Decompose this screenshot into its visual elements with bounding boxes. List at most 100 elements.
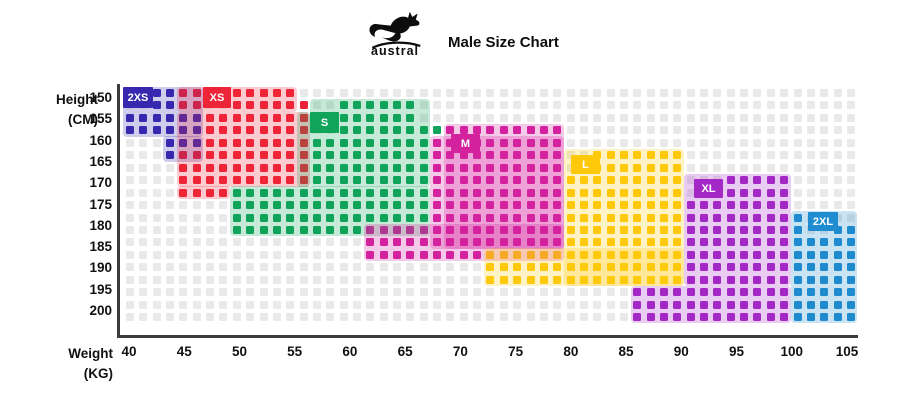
grid-square [579,101,588,110]
size-square [700,300,709,309]
grid-square [219,263,228,272]
grid-square [673,101,682,110]
size-square [833,300,842,309]
grid-square [619,288,628,297]
size-square [486,225,495,234]
size-square [726,213,735,222]
grid-square [393,300,401,309]
size-square [272,213,281,222]
size-square [406,126,415,135]
size-square [673,151,682,160]
grid-square [806,89,815,97]
size-square [246,101,255,110]
size-square [166,126,175,135]
grid-square [206,213,215,222]
size-square [486,263,495,272]
size-square [660,201,668,210]
grid-square [419,313,428,322]
grid-square [339,313,348,322]
grid-square [593,138,602,147]
grid-square [126,213,134,222]
height-tick: 175 [89,196,112,212]
size-square [526,163,535,172]
size-square [433,151,442,160]
weight-tick: 40 [121,344,137,359]
size-square [419,238,428,247]
grid-square [433,89,442,97]
size-region-tint-s [296,111,311,187]
size-square [553,188,562,197]
grid-square [246,275,255,284]
grid-square [619,300,628,309]
size-square [633,201,642,210]
size-square [473,250,482,259]
grid-square [846,213,855,222]
size-square [272,126,281,135]
weight-tick: 95 [729,344,745,359]
size-square [526,201,535,210]
grid-square [753,101,762,110]
grid-square [286,300,295,309]
size-square [206,188,215,197]
grid-square [152,138,161,147]
size-square [846,300,855,309]
grid-square [806,101,815,110]
grid-square [593,101,602,110]
size-square [753,288,762,297]
grid-square [352,288,361,297]
grid-square [806,188,815,197]
grid-square [700,163,709,172]
size-square [513,213,522,222]
size-square [272,188,281,197]
grid-square [166,201,175,210]
size-square [366,163,375,172]
grid-square [473,288,482,297]
size-square [192,163,201,172]
size-square [820,313,829,322]
size-square [513,238,522,247]
grid-square [793,89,802,97]
grid-square [806,163,815,172]
size-square [740,300,749,309]
size-square [806,238,815,247]
size-square [446,213,455,222]
grid-square [152,213,161,222]
size-square [593,238,602,247]
grid-square [686,163,695,172]
grid-square [139,138,148,147]
grid-square [686,126,695,135]
grid-square [219,300,228,309]
size-square [606,151,615,160]
size-square [633,151,642,160]
grid-square [339,300,348,309]
size-square [740,176,749,185]
size-square [299,225,308,234]
size-square [646,188,655,197]
size-square [446,238,455,247]
grid-square [232,313,241,322]
grid-square [646,101,655,110]
grid-square [499,313,508,322]
size-square [633,238,642,247]
grid-square [246,313,255,322]
page-title: Male Size Chart [448,34,559,51]
grid-square [166,300,175,309]
grid-square [393,275,401,284]
size-square [846,313,855,322]
size-square [219,151,228,160]
size-square [539,138,548,147]
size-square [246,89,255,97]
size-square [753,188,762,197]
kangaroo-logo-icon [369,11,421,49]
size-square [393,188,401,197]
grid-square [673,113,682,122]
size-square [633,288,642,297]
size-square [646,201,655,210]
size-square [593,225,602,234]
size-square [526,126,535,135]
size-square [820,275,829,284]
grid-square [139,201,148,210]
size-label-s: S [310,112,339,133]
size-square [780,263,789,272]
grid-square [846,201,855,210]
